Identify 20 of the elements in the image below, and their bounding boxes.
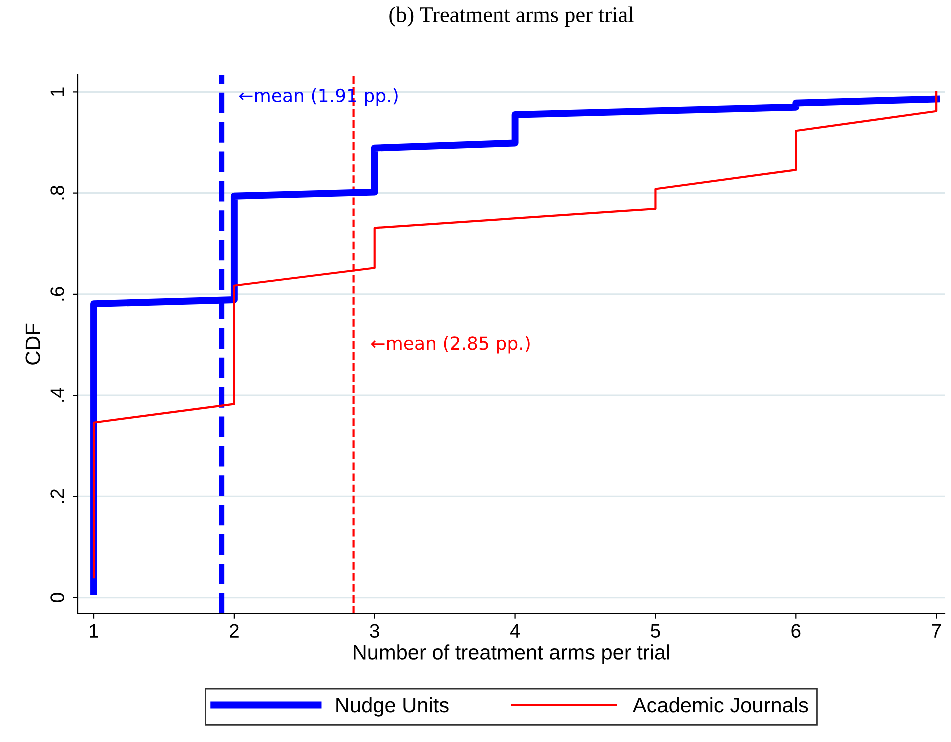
- y-tick-label: 1: [50, 88, 64, 96]
- ref-line-label: ←mean (1.91 pp.): [240, 88, 398, 106]
- x-tick-label: 2: [230, 624, 239, 638]
- y-tick-label: .2: [50, 490, 64, 504]
- legend-label: Nudge Units: [336, 697, 449, 717]
- y-tick-label: .8: [50, 186, 64, 200]
- x-tick-label: 6: [792, 624, 801, 638]
- x-tick-label: 3: [370, 624, 380, 638]
- x-tick-label: 4: [510, 624, 520, 638]
- y-tick-label: .4: [50, 388, 64, 402]
- x-tick-label: 1: [90, 624, 98, 638]
- x-axis-title: Number of treatment arms per trial: [354, 644, 670, 664]
- y-tick-label: .6: [50, 287, 64, 301]
- ref-line-label: ←mean (2.85 pp.): [372, 336, 530, 354]
- y-tick-label: 0: [50, 593, 64, 602]
- y-axis-title: CDF: [26, 324, 40, 365]
- legend-label: Academic Journals: [632, 697, 808, 713]
- x-tick-label: 7: [932, 624, 942, 638]
- chart-title: (b) Treatment arms per trial: [390, 6, 634, 27]
- x-tick-label: 5: [651, 624, 660, 638]
